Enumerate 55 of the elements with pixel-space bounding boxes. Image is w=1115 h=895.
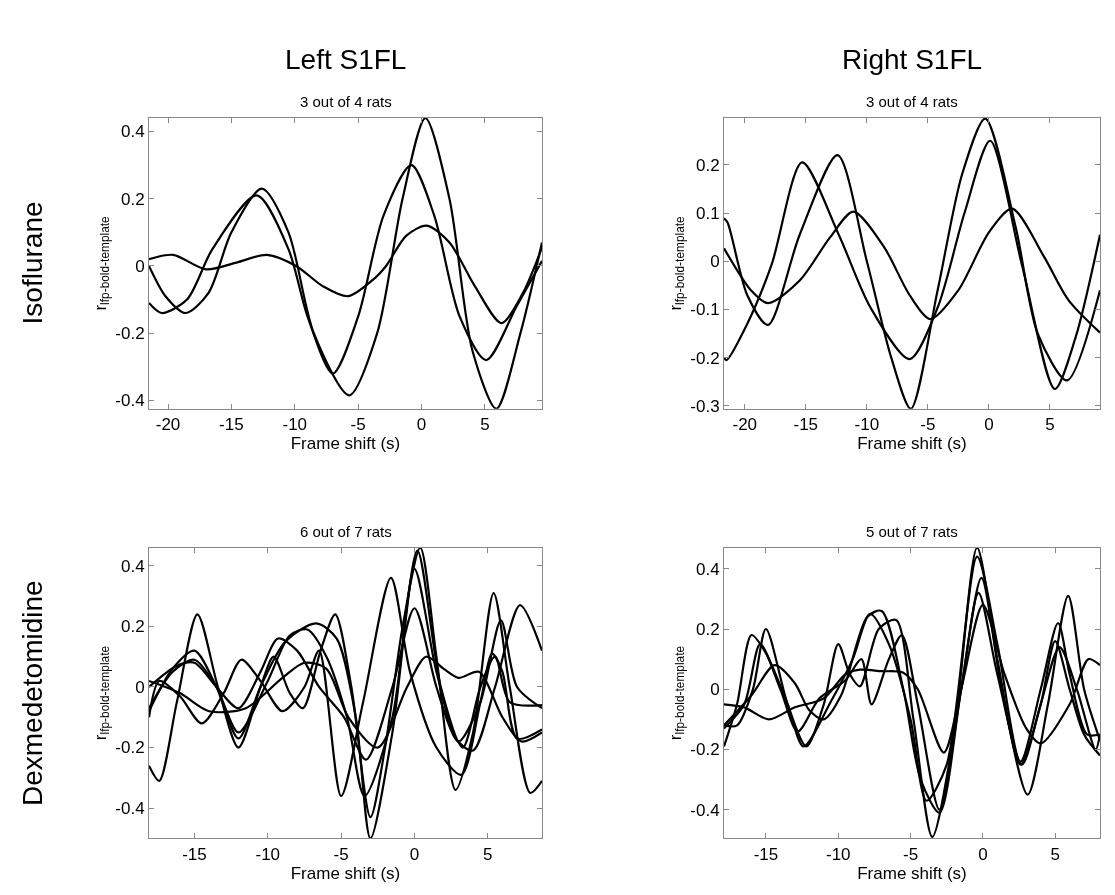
x-tick-label: -5 — [350, 415, 366, 435]
x-tick-label: 5 — [483, 844, 493, 864]
y-tick-label: -0.4 — [115, 391, 145, 411]
text: Isoflurane — [16, 201, 48, 325]
x-axis-title: Frame shift (s) — [857, 434, 967, 454]
y-tick-label: 0.4 — [120, 122, 145, 142]
x-tick-label: -10 — [255, 844, 281, 864]
x-tick-label: -5 — [333, 844, 349, 864]
y-tick-label: -0.2 — [690, 740, 720, 760]
y-tick-label: 0 — [710, 252, 720, 272]
text: Right S1FL — [842, 44, 983, 75]
chart-title: 6 out of 7 rats — [300, 523, 392, 540]
x-tick-label: -15 — [182, 844, 207, 864]
y-tick-label: -0.3 — [690, 396, 720, 416]
x-axis-title: Frame shift (s) — [290, 434, 401, 454]
y-tick-label: -0.2 — [690, 348, 720, 368]
chart-title: 5 out of 7 rats — [866, 523, 958, 540]
y-tick-label: 0 — [135, 256, 145, 276]
x-tick-label: -15 — [219, 415, 244, 435]
x-tick-label: -5 — [902, 844, 919, 864]
x-tick-label: -10 — [282, 415, 308, 435]
y-tick-label: 0.2 — [695, 619, 720, 639]
x-tick-label: 5 — [480, 415, 490, 435]
x-tick-label: 0 — [984, 415, 994, 435]
chart-title: 3 out of 4 rats — [300, 93, 392, 110]
x-tick-label: 5 — [1050, 844, 1060, 864]
x-axis-title: Frame shift (s) — [290, 863, 401, 883]
x-tick-label: -15 — [793, 415, 819, 435]
x-tick-label: -15 — [753, 844, 779, 864]
y-tick-label: 0.1 — [695, 203, 720, 223]
x-tick-label: 5 — [1045, 415, 1055, 435]
x-tick-label: 0 — [409, 844, 420, 864]
x-tick-label: -5 — [920, 415, 936, 435]
x-tick-label: -20 — [732, 415, 758, 435]
x-tick-label: 0 — [978, 844, 988, 864]
y-tick-label: 0.2 — [120, 617, 145, 637]
y-tick-label: -0.2 — [115, 738, 145, 758]
x-tick-label: -20 — [155, 415, 181, 435]
y-tick-label: -0.1 — [690, 300, 720, 320]
y-tick-label: -0.4 — [690, 800, 720, 820]
x-tick-label: 0 — [416, 415, 427, 435]
chart-title: 3 out of 4 rats — [866, 93, 958, 110]
x-tick-label: -10 — [825, 844, 851, 864]
text: Dexmedetomidine — [16, 580, 48, 807]
x-axis-title: Frame shift (s) — [857, 863, 967, 883]
y-tick-label: -0.4 — [115, 799, 145, 819]
y-tick-label: -0.2 — [115, 324, 145, 344]
y-tick-label: 0 — [135, 677, 145, 697]
y-tick-label: 0.2 — [695, 155, 720, 175]
y-tick-label: 0.4 — [695, 559, 720, 579]
text: Left S1FL — [285, 44, 407, 75]
y-tick-label: 0 — [710, 680, 720, 700]
y-tick-label: 0.2 — [120, 189, 145, 209]
x-tick-label: -10 — [854, 415, 880, 435]
y-tick-label: 0.4 — [120, 556, 145, 576]
